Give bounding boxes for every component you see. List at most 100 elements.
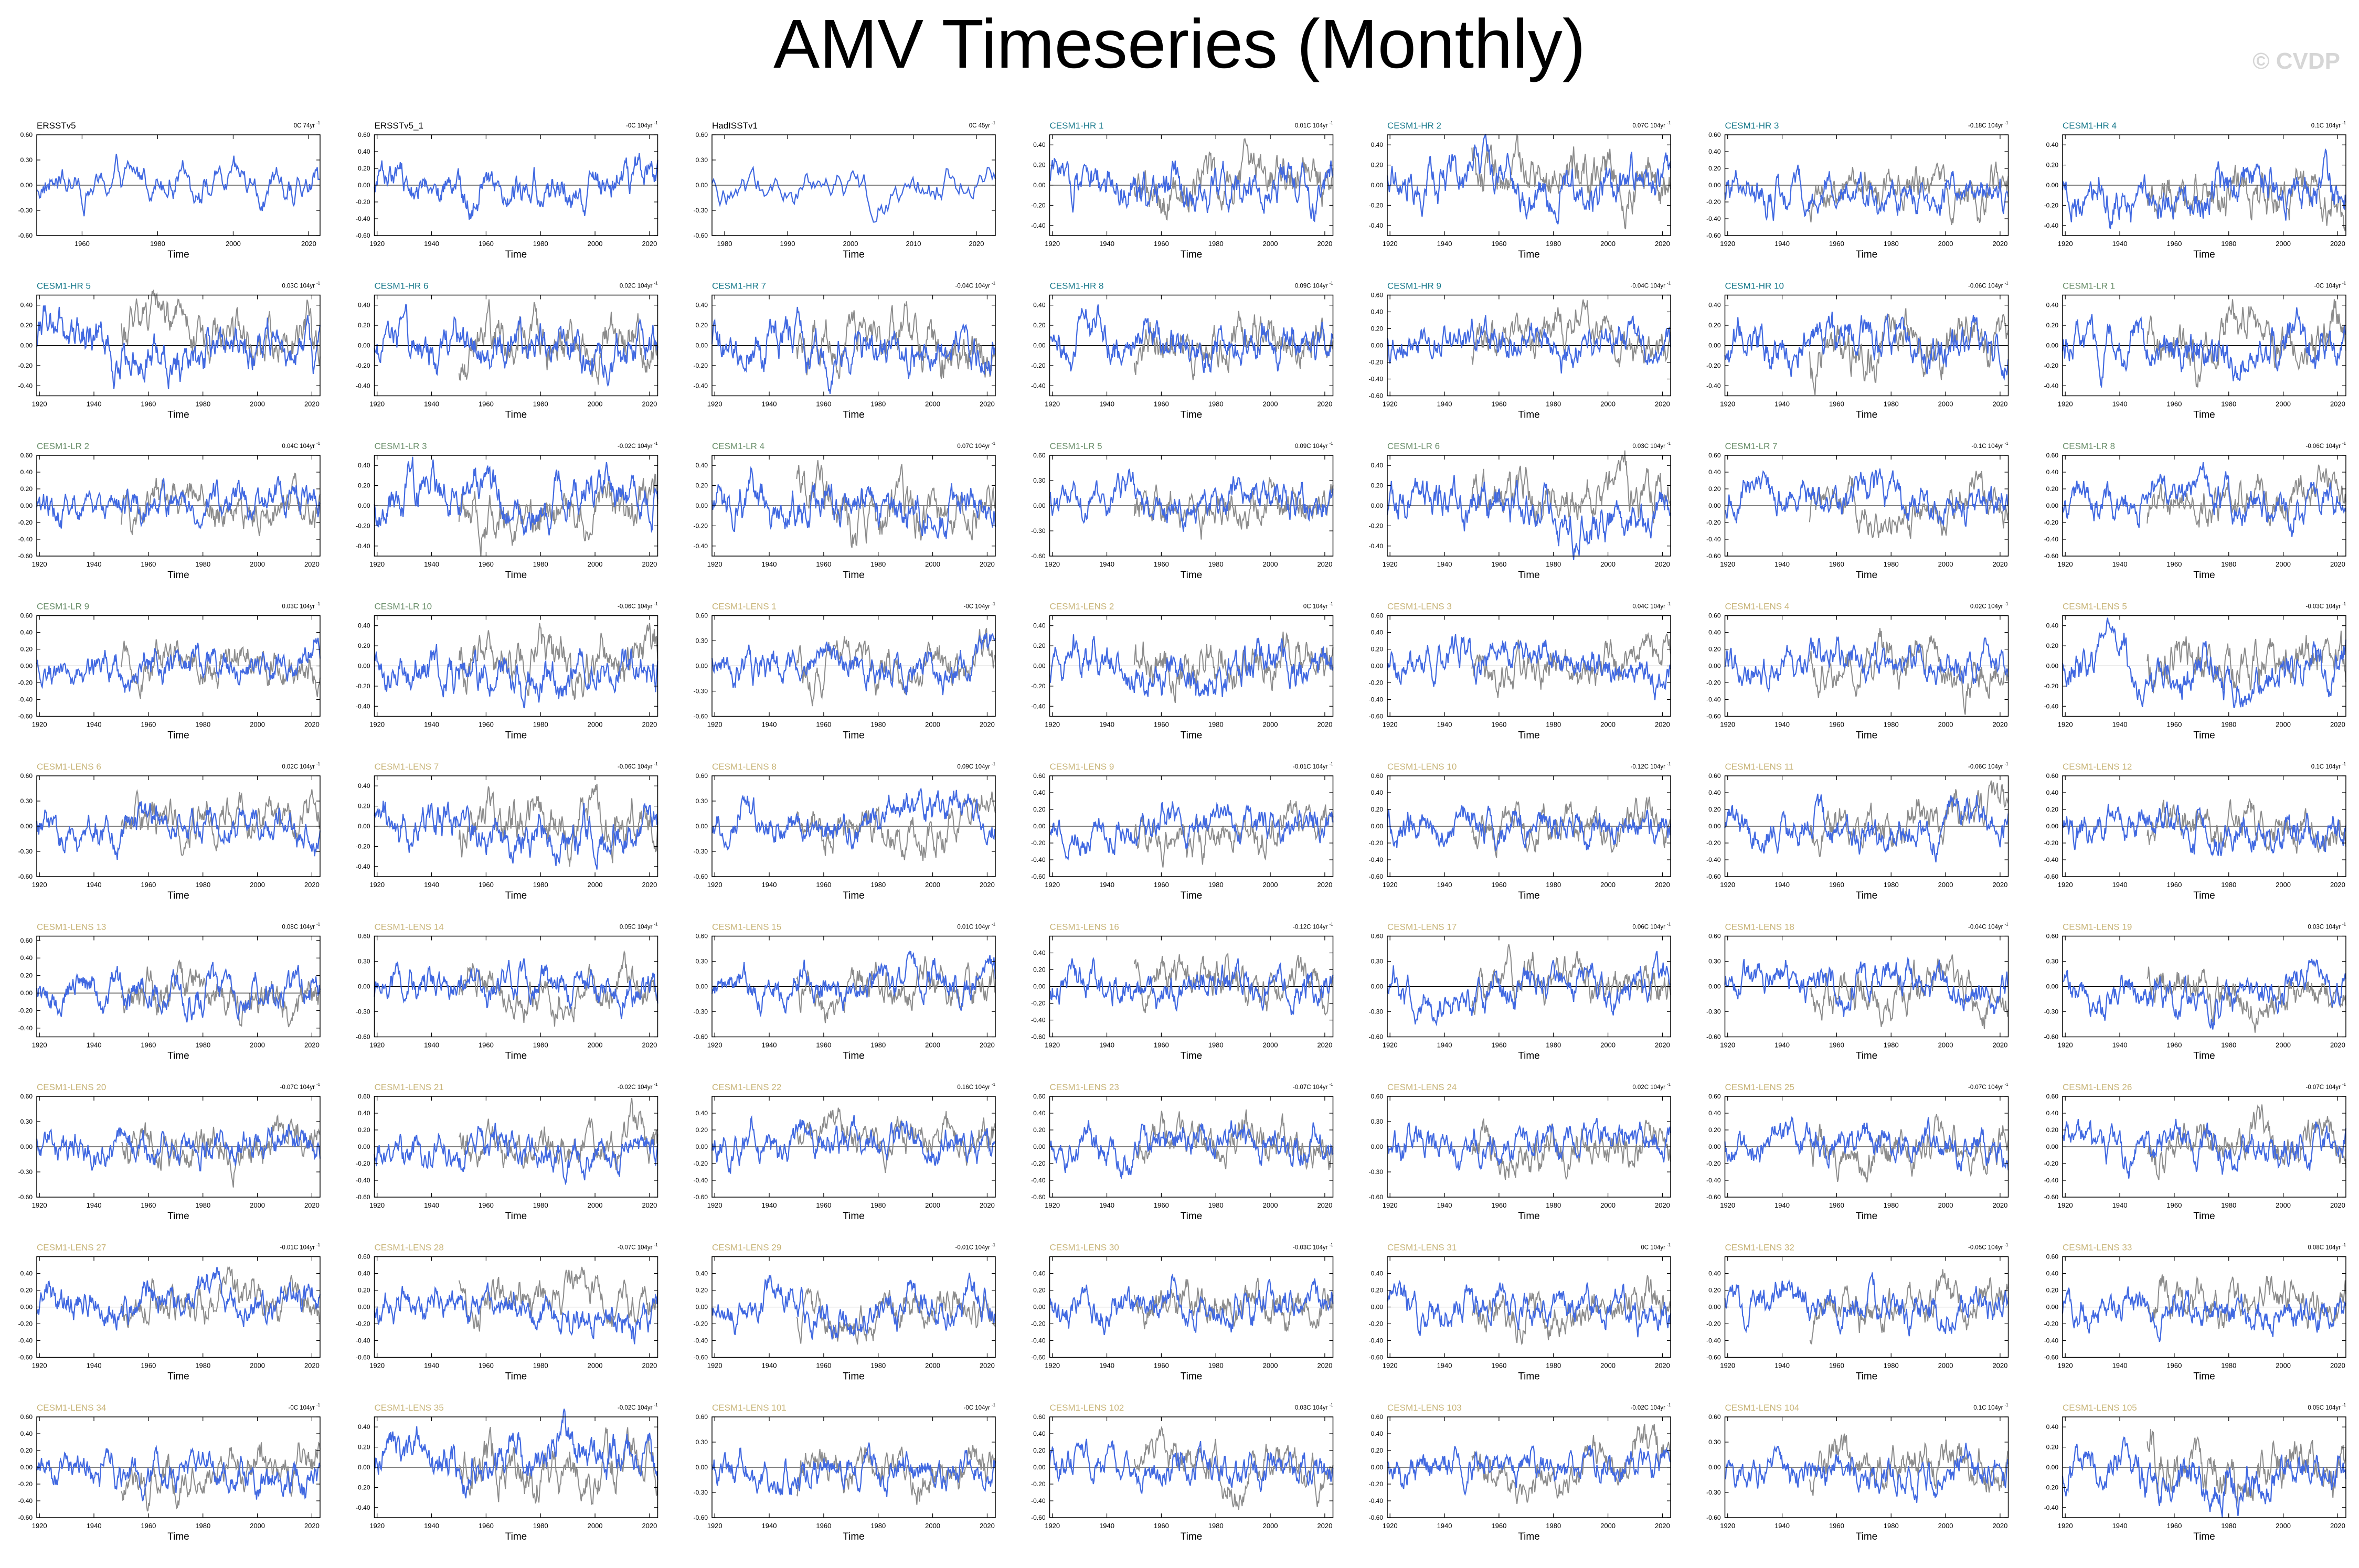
x-tick-label: 1980 — [1546, 240, 1561, 248]
model-series-line — [2062, 1286, 2347, 1342]
y-tick-label: 0.40 — [1371, 1430, 1384, 1437]
y-tick-label: 0.00 — [1371, 182, 1384, 189]
x-tick-label: 2020 — [1655, 1522, 1670, 1530]
panel-title: CESM1-LENS 105 — [2063, 1403, 2137, 1413]
trend-exponent: -1 — [316, 762, 321, 766]
x-tick-label: 1940 — [2112, 881, 2128, 889]
x-tick-label: 1980 — [195, 881, 210, 889]
y-tick-label: 0.60 — [20, 1093, 33, 1100]
y-tick-label: 0.00 — [358, 823, 370, 830]
panel-title: ERSSTv5 — [37, 121, 76, 131]
y-tick-label: -0.60 — [18, 232, 33, 239]
y-tick-label: 0.00 — [1708, 1304, 1721, 1311]
y-tick-label: -0.30 — [1706, 1008, 1721, 1016]
chart-panel: CESM1-HR 10 -0.06C 104yr -1 0.40 0.20 0.00 -0.… — [1706, 281, 2009, 421]
x-tick-label: 1960 — [141, 1522, 156, 1530]
x-axis-label: Time — [1518, 1051, 1540, 1062]
panel-trend-label: -0.03C 104yr — [1293, 1245, 1328, 1251]
x-tick-label: 2000 — [588, 1362, 603, 1370]
x-tick-label: 2020 — [980, 400, 995, 408]
reference-series-line — [121, 472, 321, 536]
x-axis-label: Time — [2193, 1371, 2215, 1382]
y-tick-label: 0.60 — [1033, 452, 1046, 459]
x-axis-label: Time — [1181, 410, 1203, 421]
x-tick-label: 1980 — [1208, 721, 1224, 729]
x-tick-label: 1940 — [87, 881, 102, 889]
x-axis-label: Time — [505, 1531, 527, 1542]
x-tick-label: 1960 — [1491, 400, 1506, 408]
model-series-line — [374, 644, 658, 709]
y-tick-label: -0.20 — [1369, 839, 1384, 847]
x-tick-label: 2020 — [2330, 721, 2345, 729]
x-tick-label: 1960 — [816, 1362, 831, 1370]
panel-trend-label: -0.01C 104yr — [280, 1245, 315, 1251]
reference-series-line — [1809, 471, 2009, 539]
panel-title: CESM1-HR 3 — [1725, 121, 1779, 131]
y-tick-label: 0.60 — [1371, 772, 1384, 780]
model-series-line — [1049, 468, 1334, 532]
x-tick-label: 1980 — [195, 1362, 210, 1370]
y-tick-label: -0.20 — [1369, 522, 1384, 529]
y-tick-label: 0.00 — [1371, 502, 1384, 509]
x-tick-label: 2020 — [1992, 721, 2007, 729]
y-tick-label: -0.30 — [694, 848, 708, 855]
panel-title: CESM1-HR 4 — [2063, 121, 2117, 131]
x-tick-label: 1940 — [424, 721, 439, 729]
x-tick-label: 1960 — [2166, 1201, 2182, 1209]
y-tick-label: 0.40 — [2046, 1110, 2059, 1117]
x-tick-label: 1960 — [816, 881, 831, 889]
x-tick-label: 1920 — [1383, 1522, 1398, 1530]
y-tick-label: -0.60 — [694, 1514, 708, 1521]
trend-exponent: -1 — [992, 762, 996, 766]
x-tick-label: 1920 — [369, 1041, 385, 1049]
x-axis-label: Time — [1856, 1211, 1878, 1222]
y-tick-label: 0.60 — [696, 772, 708, 780]
x-tick-label: 1940 — [1774, 400, 1790, 408]
x-tick-label: 1920 — [32, 400, 47, 408]
x-tick-label: 1920 — [1720, 1522, 1735, 1530]
y-tick-label: 0.00 — [1371, 823, 1384, 830]
x-tick-label: 1980 — [870, 1041, 886, 1049]
x-axis-label: Time — [843, 1531, 865, 1542]
x-tick-label: 1920 — [1383, 1362, 1398, 1370]
reference-series-line — [121, 789, 321, 856]
x-tick-label: 1920 — [1720, 1201, 1735, 1209]
x-tick-label: 1920 — [2058, 400, 2073, 408]
chart-panel: CESM1-LENS 8 0.09C 104yr -1 0.60 0.30 0.00 -0.… — [694, 762, 996, 901]
y-tick-label: 0.40 — [20, 1270, 33, 1277]
x-tick-label: 1920 — [2058, 1041, 2073, 1049]
chart-panel: CESM1-LENS 14 0.05C 104yr -1 0.60 0.30 0.00 -0… — [356, 922, 658, 1062]
y-tick-label: -0.40 — [18, 1025, 33, 1032]
reference-series-line — [458, 623, 658, 700]
model-series-line — [1049, 634, 1334, 698]
x-tick-label: 1920 — [2058, 721, 2073, 729]
x-tick-label: 1940 — [2112, 1362, 2128, 1370]
model-series-line — [36, 1124, 321, 1171]
x-tick-label: 2020 — [301, 240, 316, 248]
x-tick-label: 1920 — [1383, 240, 1398, 248]
y-tick-label: -0.20 — [356, 1160, 370, 1167]
panel-title: CESM1-LENS 104 — [1725, 1403, 1800, 1413]
x-tick-label: 1920 — [1045, 240, 1060, 248]
y-tick-label: -0.30 — [18, 848, 33, 855]
model-series-line — [711, 787, 995, 851]
x-tick-label: 1980 — [2221, 1522, 2236, 1530]
y-tick-label: -0.40 — [1706, 382, 1721, 389]
x-tick-label: 1940 — [2112, 721, 2128, 729]
x-tick-label: 2000 — [588, 881, 603, 889]
model-series-line — [2062, 617, 2347, 709]
panel-trend-label: -0.07C 104yr — [1293, 1084, 1328, 1091]
x-tick-label: 1980 — [533, 1201, 548, 1209]
chart-panel: CESM1-LENS 33 0.08C 104yr -1 0.60 0.40 0.20 0.… — [2044, 1243, 2347, 1382]
trend-exponent: -1 — [1667, 762, 1671, 766]
x-tick-label: 2020 — [1317, 881, 1332, 889]
y-tick-label: 0.20 — [1033, 642, 1046, 649]
chart-panel: CESM1-LENS 25 -0.07C 104yr -1 0.60 0.40 0.20 0… — [1706, 1082, 2009, 1222]
trend-exponent: -1 — [1330, 1243, 1334, 1247]
y-tick-label: 0.40 — [2046, 1270, 2059, 1277]
reference-series-line — [1133, 477, 1334, 540]
panel-trend-label: 0.02C 104yr — [282, 764, 315, 770]
y-tick-label: -0.60 — [1706, 1033, 1721, 1041]
model-series-line — [36, 637, 321, 693]
y-tick-label: 0.20 — [2046, 322, 2059, 329]
